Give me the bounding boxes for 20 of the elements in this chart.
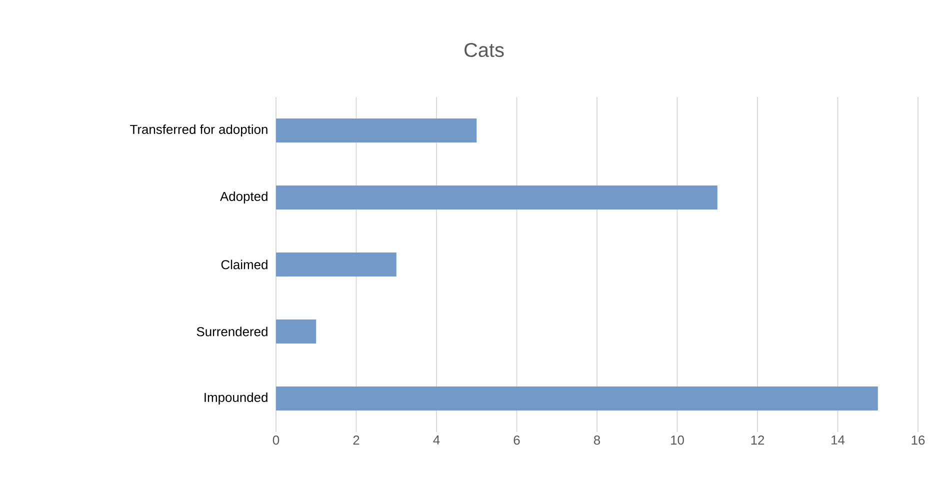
x-tick-label: 8: [594, 436, 600, 445]
y-tick-label: Surrendered: [196, 326, 268, 336]
chart-title: Cats: [464, 42, 504, 58]
x-tick-label: 16: [912, 436, 925, 445]
bar: [276, 386, 878, 411]
x-tick-label: 4: [433, 436, 440, 444]
bar: [276, 186, 718, 210]
x-tick-label: 12: [751, 436, 764, 445]
x-tick-label: 6: [514, 436, 520, 445]
y-tick-label: Transferred for adoption: [130, 124, 268, 137]
bar: [276, 320, 316, 344]
x-tick-label: 2: [353, 436, 360, 445]
y-tick-label: Claimed: [221, 260, 268, 270]
bar: [276, 252, 396, 277]
bar: [276, 118, 477, 143]
x-tick-label: 10: [671, 436, 684, 445]
y-tick-label: Adopted: [220, 191, 268, 204]
x-tick-label: 0: [272, 436, 280, 445]
x-tick-label: 14: [832, 436, 845, 444]
y-tick-label: Impounded: [204, 392, 268, 405]
